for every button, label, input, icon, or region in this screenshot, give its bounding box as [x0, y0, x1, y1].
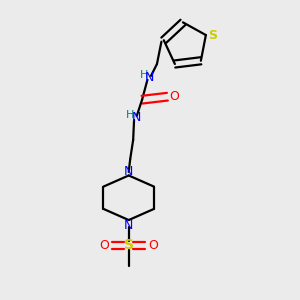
Text: S: S [124, 238, 134, 252]
Text: O: O [148, 239, 158, 252]
Text: N: N [124, 219, 134, 232]
Text: N: N [145, 71, 154, 84]
Text: N: N [124, 165, 134, 178]
Text: H: H [126, 110, 134, 120]
Text: H: H [140, 70, 148, 80]
Text: O: O [99, 239, 109, 252]
Text: S: S [208, 28, 217, 42]
Text: N: N [131, 111, 141, 124]
Text: O: O [169, 90, 179, 103]
